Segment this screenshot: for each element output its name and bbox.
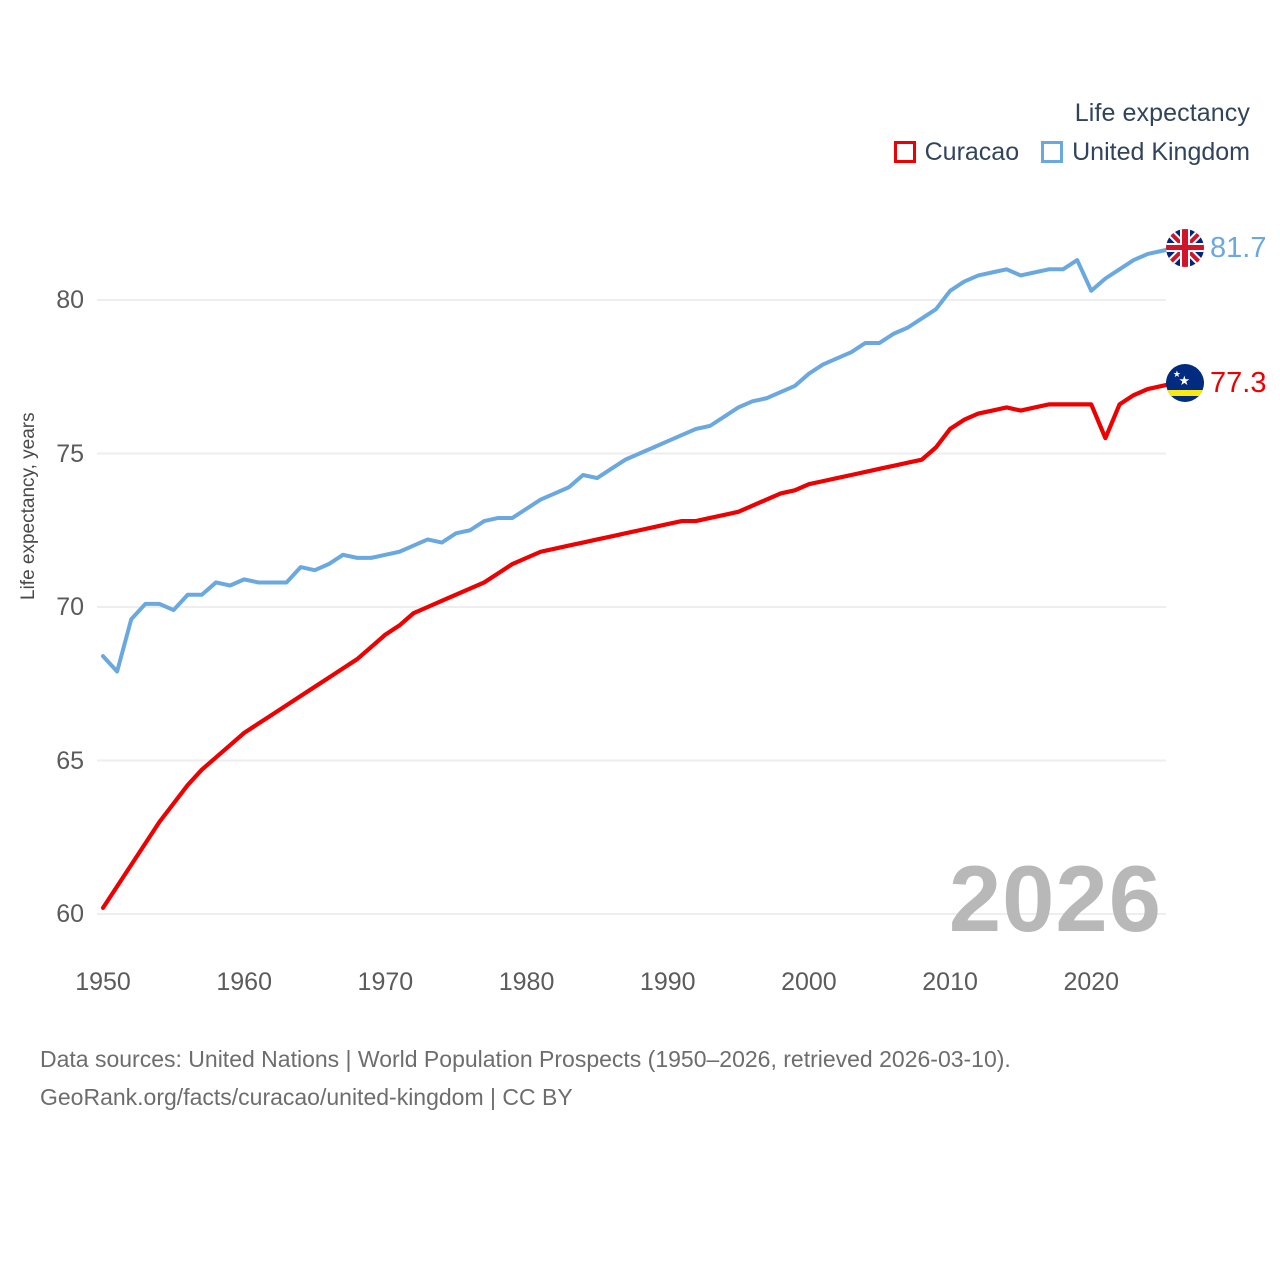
legend-swatch-united-kingdom [1041,141,1064,163]
footer: Data sources: United Nations | World Pop… [40,1040,1240,1116]
end-value-curacao: 77.3 [1210,366,1267,399]
y-tick-75: 75 [56,439,84,468]
legend-item-united-kingdom[interactable]: United Kingdom [1041,138,1250,166]
legend-item-curacao[interactable]: Curacao [893,138,1020,166]
end-label-united-kingdom: 81.7 [1166,228,1267,267]
chart-legend: Life expectancy Curacao United Kingdom [0,98,1250,166]
x-tick-2010: 2010 [922,968,978,996]
footer-line-1: Data sources: United Nations | World Pop… [40,1046,1011,1072]
x-tick-2000: 2000 [781,968,837,996]
x-tick-2020: 2020 [1063,968,1120,996]
legend-label-united-kingdom: United Kingdom [1072,138,1250,166]
end-value-united-kingdom: 81.7 [1210,231,1267,264]
uk-flag-icon [1166,228,1204,267]
curacao-flag-icon: ★ ★ [1166,363,1204,402]
legend-title: Life expectancy [1074,99,1250,127]
legend-label-curacao: Curacao [924,138,1020,166]
y-tick-65: 65 [56,746,84,775]
y-tick-60: 60 [56,900,84,928]
x-tick-1980: 1980 [498,968,555,996]
y-tick-70: 70 [56,593,84,621]
x-tick-1970: 1970 [357,968,414,996]
y-tick-80: 80 [56,286,84,314]
x-tick-1950: 1950 [75,968,131,996]
legend-items: Curacao United Kingdom [0,138,1250,166]
footer-line-2: GeoRank.org/facts/curacao/united-kingdom… [40,1084,573,1110]
year-watermark: 2026 [948,846,1162,951]
x-tick-1990: 1990 [639,968,696,996]
end-label-curacao: ★ ★ 77.3 [1166,363,1267,402]
x-tick-1960: 1960 [216,968,272,996]
legend-swatch-curacao [893,141,916,163]
